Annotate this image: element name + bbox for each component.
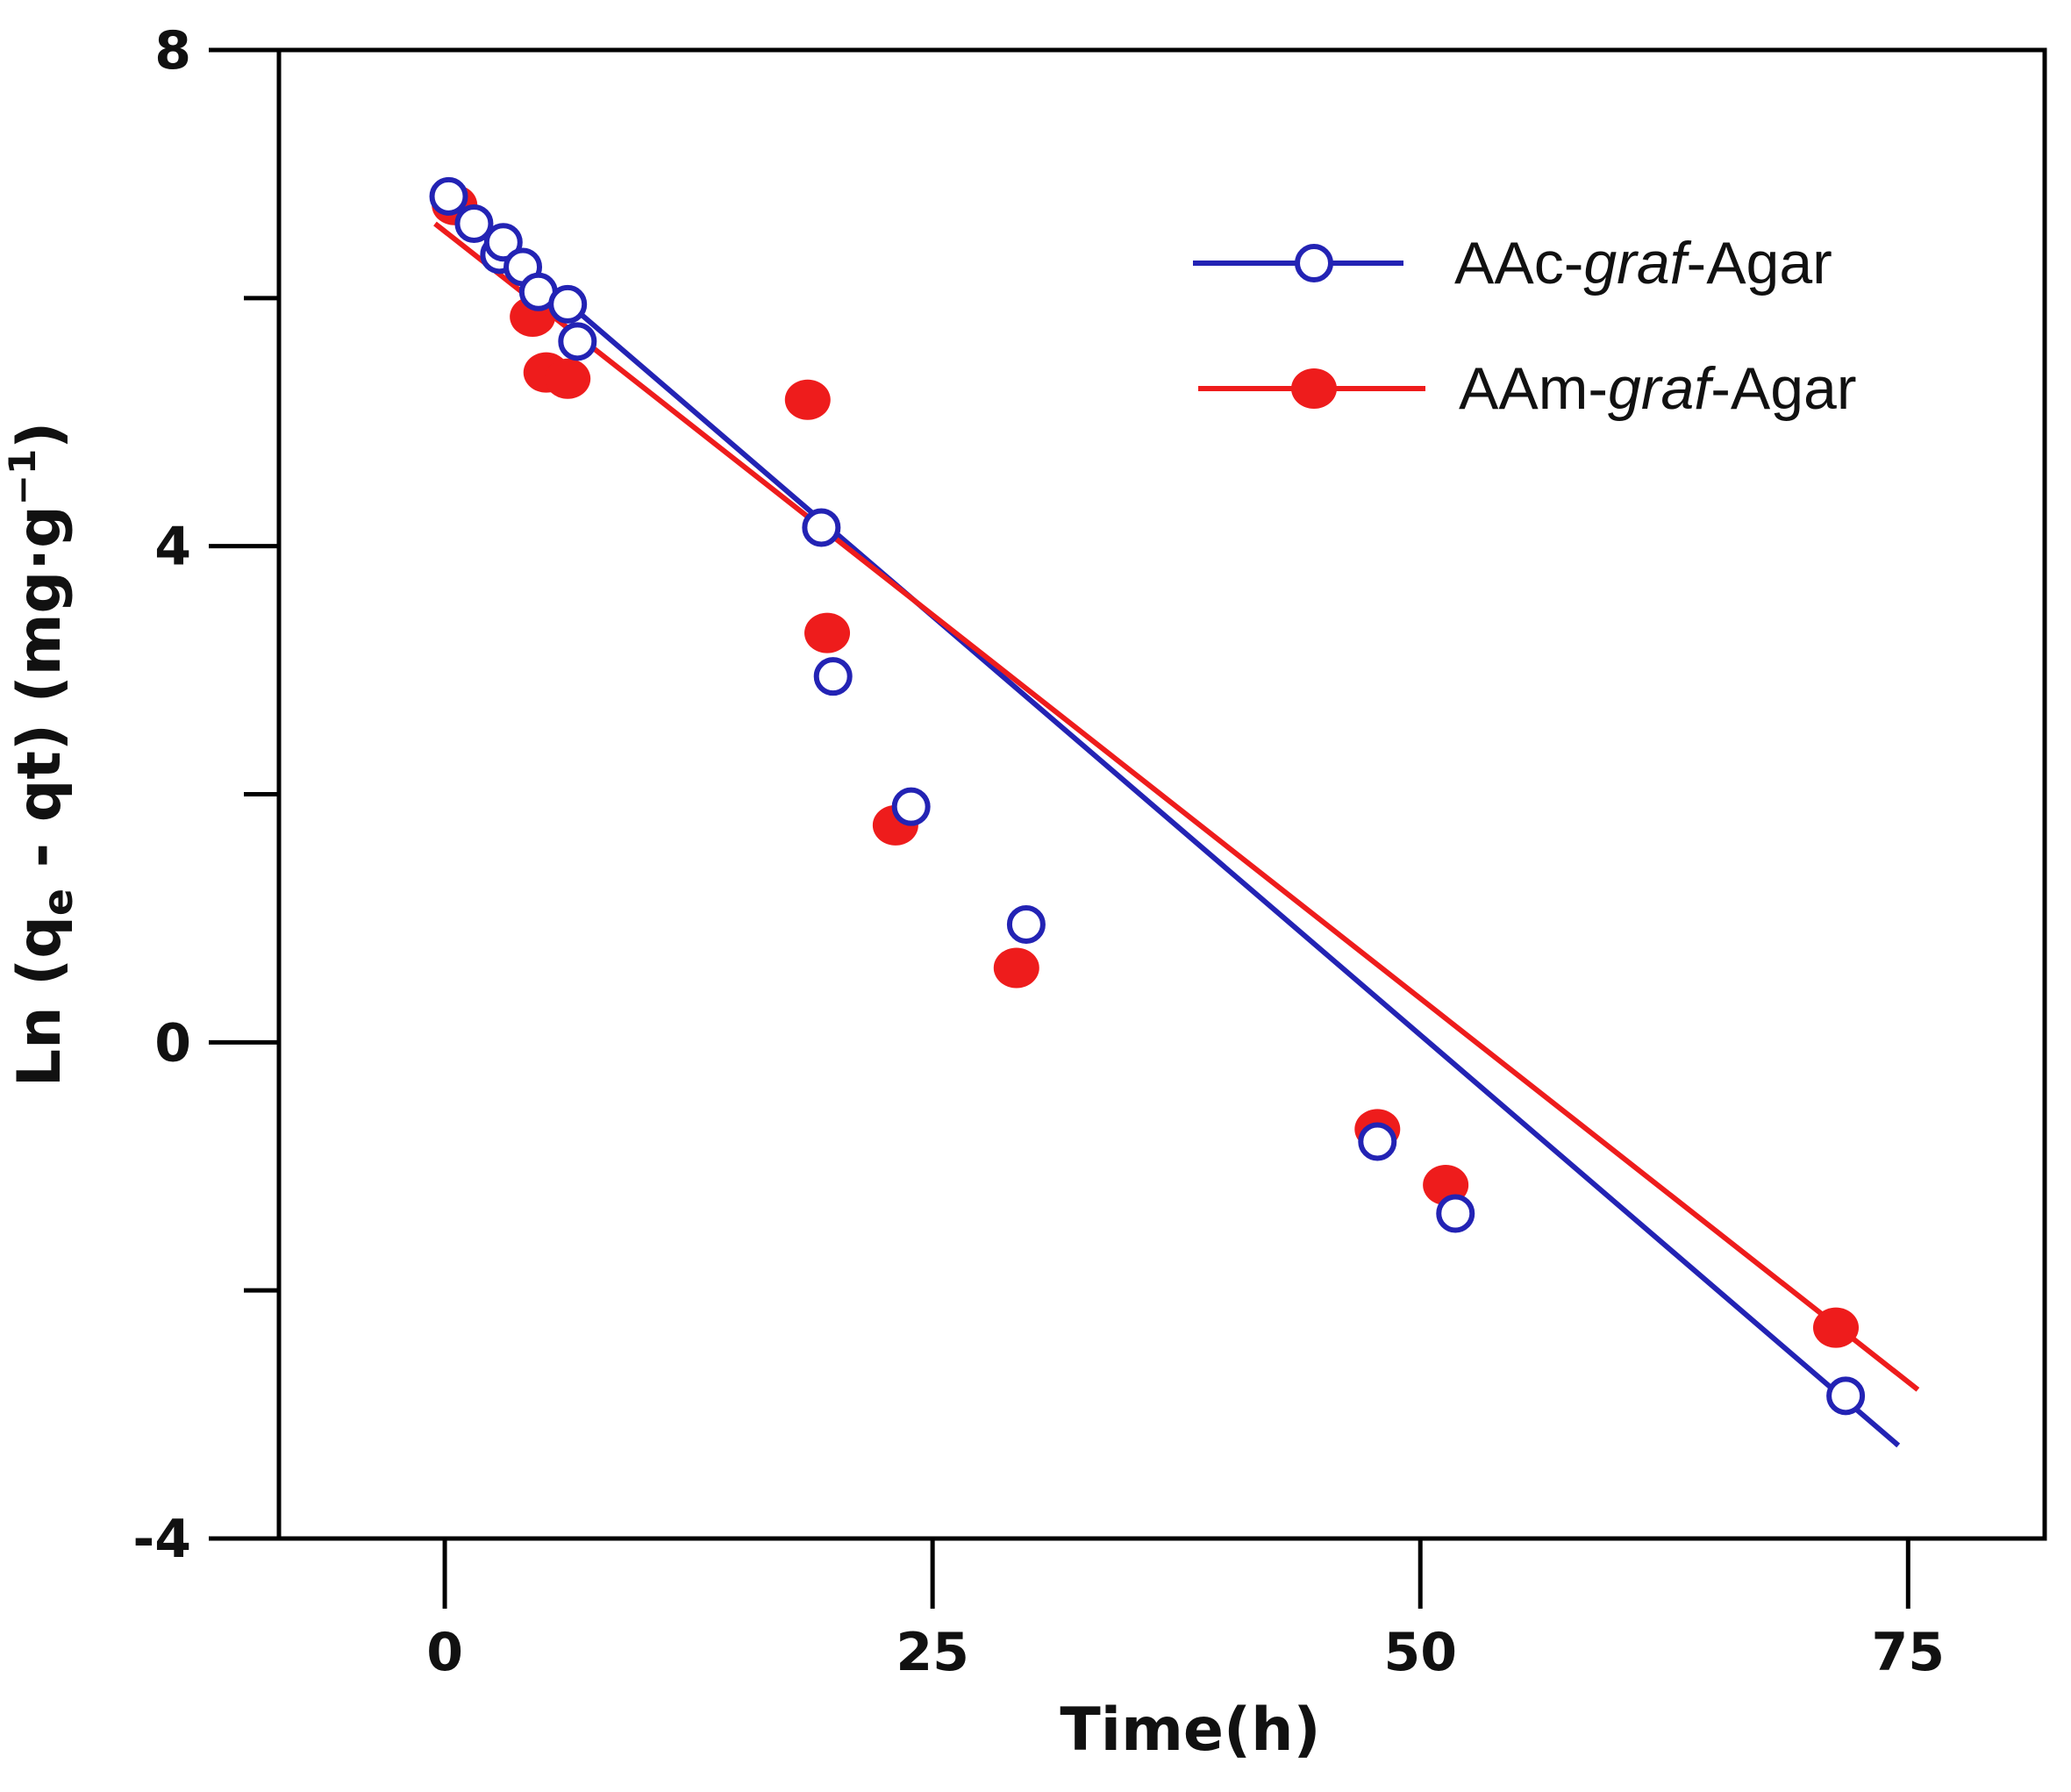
- legend-label-aac: AAc-graf-Agar: [1454, 230, 1832, 296]
- x-tick-label: 25: [896, 1622, 969, 1683]
- axis-ticks: [209, 47, 1910, 1609]
- y-axis-title-suffix: ): [5, 422, 75, 449]
- x-axis-title: Time(h): [1060, 1696, 1320, 1765]
- legend-label-aac-part1: AAc-: [1454, 230, 1583, 296]
- y-axis-title-prefix: Ln (q: [5, 916, 75, 1087]
- y-tick-label: 8: [154, 20, 191, 82]
- x-tick-label: 0: [426, 1622, 463, 1683]
- point-aac: [1358, 1122, 1397, 1161]
- legend-entry-aac: AAc-graf-Agar: [1193, 230, 1832, 296]
- point-aac: [891, 787, 931, 826]
- x-tick-label: 75: [1872, 1622, 1946, 1683]
- point-aac: [1436, 1194, 1475, 1233]
- point-aac: [802, 508, 841, 547]
- point-aac: [483, 223, 523, 262]
- point-aam: [1812, 1307, 1859, 1348]
- x-tick-label: 50: [1383, 1622, 1457, 1683]
- point-aac: [548, 284, 588, 324]
- legend: AAc-graf-Agar AAm-graf-Agar: [1193, 230, 1856, 422]
- legend-label-aac-italic: graf: [1583, 230, 1691, 296]
- fit-line-aac: [432, 187, 1901, 1448]
- point-aam: [804, 612, 851, 653]
- point-aac: [813, 657, 853, 696]
- legend-label-aac-part3: -Agar: [1687, 230, 1832, 296]
- point-aac: [454, 203, 494, 243]
- legend-entry-aam: AAm-graf-Agar: [1198, 355, 1856, 422]
- y-tick-labels: -4 0 4 8: [132, 20, 191, 1570]
- y-tick-label: -4: [132, 1509, 191, 1570]
- legend-label-aam-part3: -Agar: [1710, 355, 1856, 422]
- legend-label-aam-italic: graf: [1608, 355, 1716, 422]
- y-axis-title-superscript: −1: [1, 449, 44, 505]
- y-tick-label: 0: [154, 1012, 191, 1074]
- y-axis-title-middle: - qt) (mg·g: [5, 505, 75, 889]
- point-aam: [784, 379, 831, 420]
- point-aam: [993, 947, 1039, 989]
- data-points: [429, 176, 1866, 1416]
- point-aac: [558, 322, 597, 361]
- legend-marker-aac: [1295, 244, 1333, 282]
- fit-line-aam: [433, 221, 1920, 1392]
- point-aam: [545, 358, 591, 399]
- y-axis-title: Ln (qe - qt) (mg·g−1): [1, 422, 82, 1088]
- y-axis-title-subscript: e: [34, 889, 82, 916]
- point-aac: [429, 176, 468, 216]
- point-aac: [1826, 1376, 1866, 1416]
- legend-marker-aam: [1291, 368, 1337, 409]
- legend-label-aam: AAm-graf-Agar: [1459, 355, 1856, 422]
- x-tick-labels: 0 25 50 75: [426, 1622, 1945, 1683]
- plot-frame: [276, 47, 2047, 1541]
- legend-label-aam-part1: AAm-: [1459, 355, 1608, 422]
- fit-lines: [432, 187, 1920, 1448]
- y-tick-label: 4: [154, 517, 191, 578]
- point-aac: [1006, 904, 1046, 944]
